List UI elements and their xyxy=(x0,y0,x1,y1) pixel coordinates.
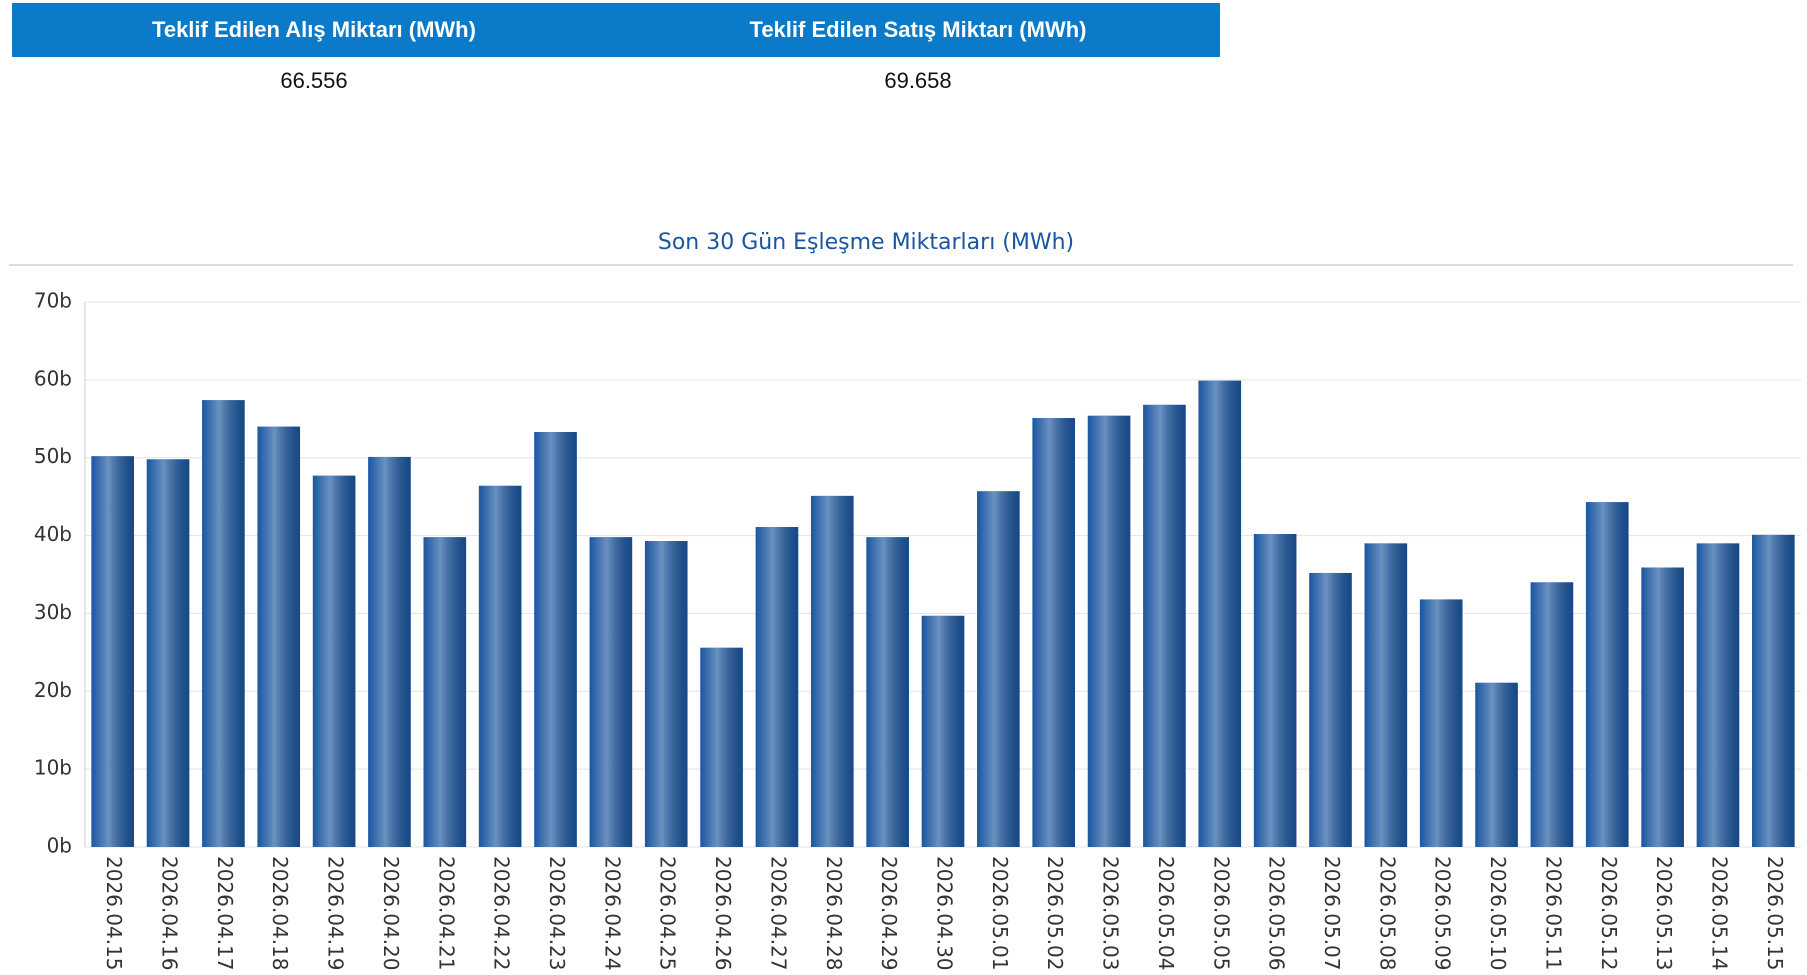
y-tick-label: 60b xyxy=(34,366,72,390)
bar-shine xyxy=(644,541,688,847)
bar-shine xyxy=(755,527,799,847)
x-tick-label: 2026.05.07 xyxy=(1320,856,1344,971)
header-cell: Teklif Edilen Alış Miktarı (MWh) xyxy=(152,17,476,42)
bar-shine xyxy=(257,426,301,847)
x-tick-label: 2026.05.11 xyxy=(1541,856,1565,971)
x-tick-label: 2026.05.08 xyxy=(1375,856,1399,971)
bar-shine xyxy=(312,475,356,847)
x-tick-label: 2026.04.25 xyxy=(656,856,680,971)
bar-shine xyxy=(202,400,245,847)
y-tick-label: 10b xyxy=(34,756,72,780)
bar-shine xyxy=(921,615,965,847)
x-tick-label: 2026.04.24 xyxy=(600,856,624,971)
value-cell: 66.556 xyxy=(280,68,348,93)
bar-shine xyxy=(91,456,134,847)
y-tick-label: 0b xyxy=(47,834,72,858)
bar-shine xyxy=(1475,682,1518,847)
bar-shine xyxy=(700,647,743,847)
bar-shine xyxy=(368,456,411,847)
x-tick-label: 2026.05.04 xyxy=(1154,856,1178,971)
x-tick-label: 2026.05.03 xyxy=(1099,856,1123,971)
x-tick-label: 2026.05.02 xyxy=(1043,856,1067,971)
table-row: 66.556 69.658 xyxy=(12,66,1220,96)
x-tick-label: 2026.04.29 xyxy=(877,856,901,971)
x-tick-label: 2026.05.15 xyxy=(1763,856,1787,971)
bar-shine xyxy=(589,537,633,847)
bar-shine xyxy=(534,432,577,847)
x-tick-label: 2026.04.23 xyxy=(545,856,569,971)
x-tick-label: 2026.04.15 xyxy=(102,856,126,971)
y-tick-label: 70b xyxy=(34,289,72,313)
x-tick-label: 2026.05.14 xyxy=(1707,856,1731,971)
bar-shine xyxy=(1198,380,1242,847)
x-tick-label: 2026.05.13 xyxy=(1652,856,1676,971)
x-tick-label: 2026.05.05 xyxy=(1209,856,1233,971)
bar-shine xyxy=(1309,572,1352,847)
x-tick-label: 2026.05.10 xyxy=(1486,856,1510,971)
bar-shine xyxy=(478,485,522,847)
bar-shine xyxy=(146,459,190,847)
x-tick-label: 2026.04.17 xyxy=(213,856,237,971)
y-tick-label: 20b xyxy=(34,678,72,702)
x-tick-label: 2026.04.26 xyxy=(711,856,735,971)
bar-shine xyxy=(1530,582,1574,847)
bar-shine xyxy=(1419,599,1463,847)
header-cell: Teklif Edilen Satış Miktarı (MWh) xyxy=(749,17,1087,42)
value-cell: 69.658 xyxy=(884,68,952,93)
bar-shine xyxy=(1087,415,1131,847)
bar-shine xyxy=(1032,418,1076,847)
table-header: Teklif Edilen Alış Miktarı (MWh) Teklif … xyxy=(12,3,1220,57)
bar-shine xyxy=(866,537,909,847)
bar-shine xyxy=(1641,567,1684,847)
x-tick-label: 2026.05.09 xyxy=(1431,856,1455,971)
bar-shine xyxy=(1585,502,1629,847)
x-tick-label: 2026.04.18 xyxy=(268,856,292,971)
bar-shine xyxy=(1752,534,1795,847)
x-tick-label: 2026.04.27 xyxy=(766,856,790,971)
bar-shine xyxy=(1253,534,1297,847)
x-tick-label: 2026.04.28 xyxy=(822,856,846,971)
x-tick-label: 2026.05.01 xyxy=(988,856,1012,971)
y-tick-label: 50b xyxy=(34,444,72,468)
chart-title: Son 30 Gün Eşleşme Miktarları (MWh) xyxy=(658,230,1074,255)
bar-shine xyxy=(1143,404,1186,847)
bar-shine xyxy=(1696,543,1740,847)
x-tick-label: 2026.04.21 xyxy=(434,856,458,971)
y-tick-label: 30b xyxy=(34,600,72,624)
bar-shine xyxy=(423,537,467,847)
bar-shine xyxy=(977,491,1020,847)
y-tick-label: 40b xyxy=(34,522,72,546)
x-tick-label: 2026.04.16 xyxy=(158,856,182,971)
bar-shine xyxy=(810,495,854,847)
bar-shine xyxy=(1364,543,1408,847)
x-tick-label: 2026.04.20 xyxy=(379,856,403,971)
x-tick-label: 2026.04.19 xyxy=(324,856,348,971)
x-tick-label: 2026.05.06 xyxy=(1265,856,1289,971)
x-tick-label: 2026.05.12 xyxy=(1597,856,1621,971)
x-tick-label: 2026.04.22 xyxy=(490,856,514,971)
x-tick-label: 2026.04.30 xyxy=(933,856,957,971)
